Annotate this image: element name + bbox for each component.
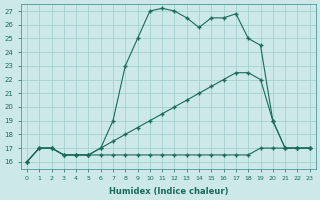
X-axis label: Humidex (Indice chaleur): Humidex (Indice chaleur) (108, 187, 228, 196)
